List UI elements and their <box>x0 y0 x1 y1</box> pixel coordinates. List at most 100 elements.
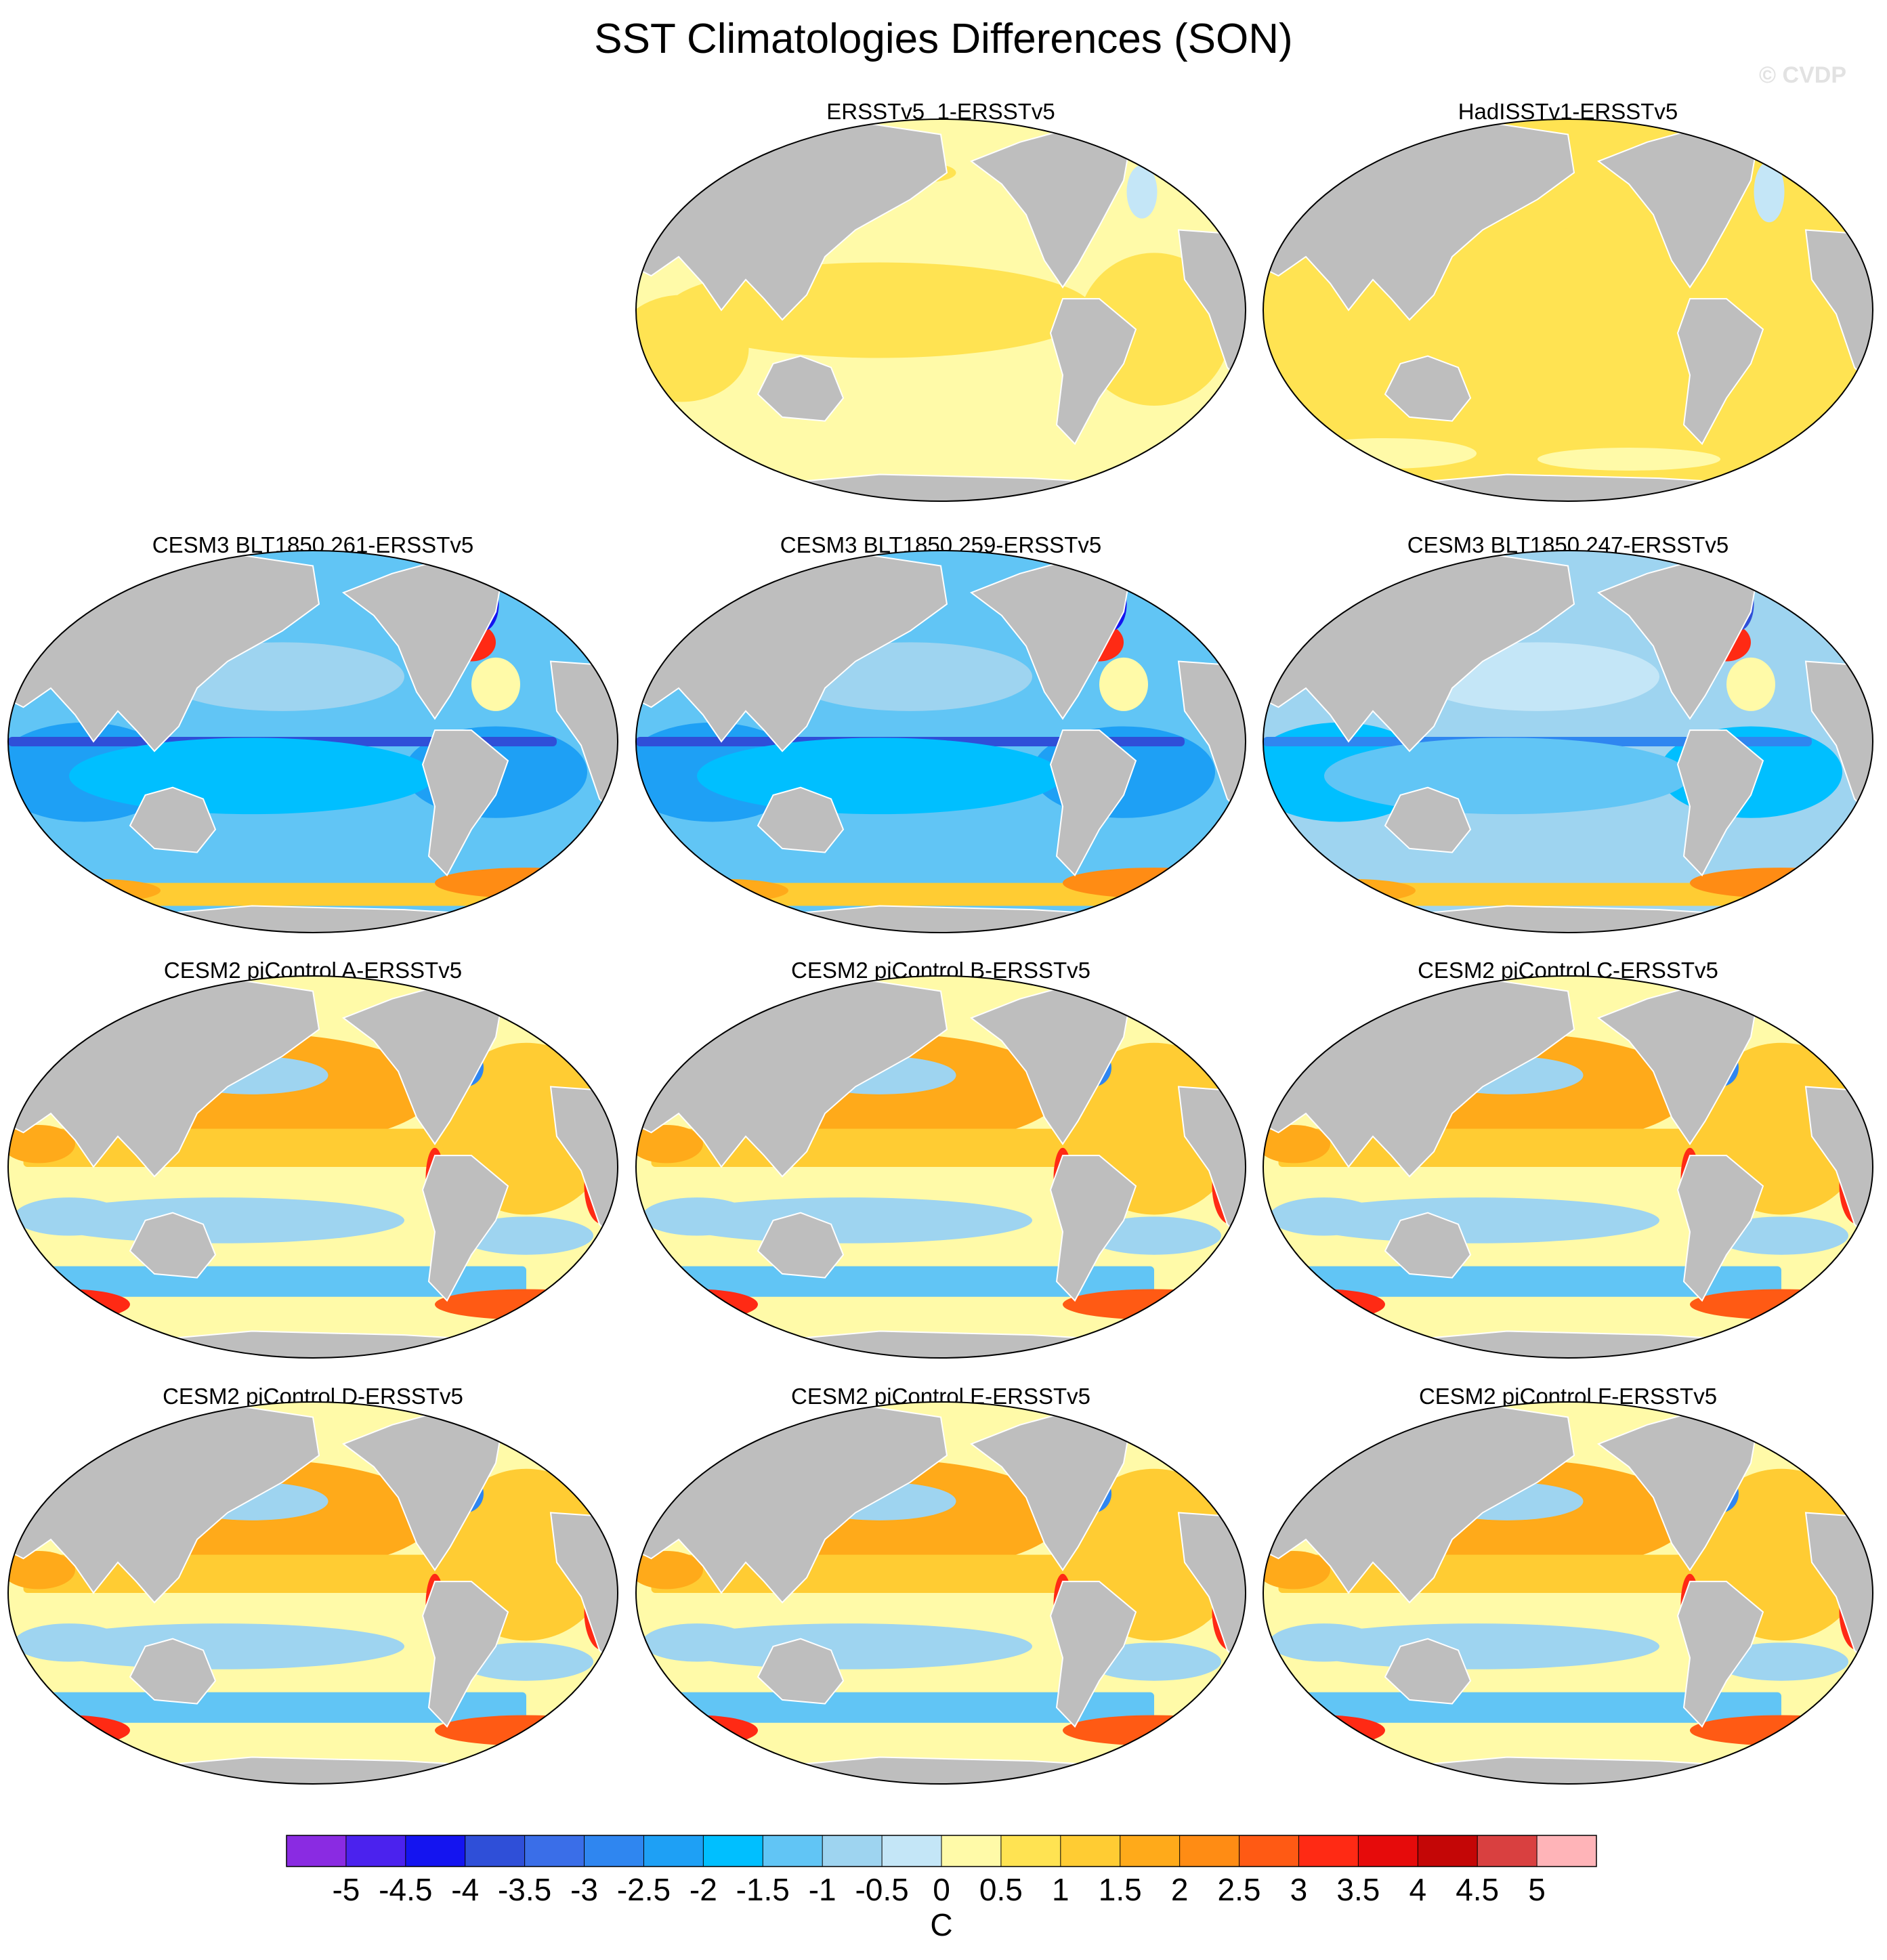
panel-map <box>1263 119 1873 502</box>
anomaly-region <box>1294 1197 1659 1243</box>
anomaly-region <box>721 981 782 1001</box>
land-greenland <box>1117 122 1168 158</box>
colorbar-swatch <box>1120 1835 1181 1867</box>
colorbar-tick-label: -1.5 <box>736 1872 790 1907</box>
anomaly-region <box>1263 1289 1385 1320</box>
land-antarctica <box>1334 905 1808 933</box>
anomaly-region <box>636 295 749 402</box>
land-samerica <box>1049 1581 1137 1728</box>
panel-map <box>635 1401 1246 1785</box>
panel-map <box>635 119 1246 502</box>
colorbar-tick-label: -2 <box>689 1872 717 1907</box>
anomaly-region <box>1269 1197 1379 1236</box>
anomaly-region <box>636 1715 758 1746</box>
anomaly-region <box>636 882 1124 906</box>
land-antarctica <box>1334 1756 1808 1784</box>
anomaly-region <box>1294 438 1477 469</box>
anomaly-region <box>1751 558 1873 582</box>
anomaly-region <box>721 1407 782 1427</box>
anomaly-region <box>39 879 161 902</box>
colorbar-swatch <box>1239 1835 1299 1867</box>
anomaly-region <box>8 1124 75 1164</box>
anomaly-region <box>666 879 788 902</box>
colorbar-tick-label: 2 <box>1170 1872 1189 1907</box>
anomaly-region <box>1087 1216 1221 1255</box>
anomaly-region <box>1063 868 1246 899</box>
colorbar-swatch <box>405 1835 466 1867</box>
land-samerica <box>421 729 509 877</box>
colorbar-tick-label: -0.5 <box>855 1872 909 1907</box>
anomaly-region <box>1063 1289 1246 1320</box>
colorbar-tick-label: 4.5 <box>1456 1872 1500 1907</box>
colorbar-swatch <box>584 1835 644 1867</box>
land-samerica <box>1049 298 1137 446</box>
colorbar-swatch <box>1477 1835 1538 1867</box>
colorbar-tick-label: -4 <box>451 1872 480 1907</box>
anomaly-region <box>435 868 618 899</box>
land-greenland <box>1744 979 1795 1015</box>
anomaly-region <box>1099 657 1148 711</box>
land-antarctica <box>706 473 1181 501</box>
anomaly-region <box>8 1715 130 1746</box>
map-border <box>7 975 618 1359</box>
colorbar-tick-label: 1.5 <box>1098 1872 1142 1907</box>
land-samerica <box>1676 729 1764 877</box>
anomaly-region <box>642 1197 752 1236</box>
land-greenland <box>1744 122 1795 158</box>
colorbar-tick-label: 1 <box>1052 1872 1069 1907</box>
colorbar-tick-label: 0 <box>933 1872 950 1907</box>
land-samerica <box>1049 729 1137 877</box>
anomaly-region <box>1714 1642 1848 1681</box>
panel-map <box>1263 975 1873 1359</box>
anomaly-region <box>666 1623 1032 1669</box>
land-greenland <box>489 553 540 590</box>
land-greenland <box>489 979 540 1015</box>
land-samerica <box>421 1155 509 1302</box>
anomaly-region <box>93 981 154 1001</box>
map-border <box>7 550 618 933</box>
colorbar-swatch <box>941 1835 1002 1867</box>
anomaly-region <box>1294 1623 1659 1669</box>
anomaly-region <box>1263 1550 1330 1590</box>
panel-map <box>635 550 1246 933</box>
anomaly-region <box>1087 1642 1221 1681</box>
anomaly-region <box>1124 558 1246 582</box>
map-border <box>635 1401 1246 1785</box>
anomaly-region <box>8 1289 130 1320</box>
anomaly-region <box>1294 879 1416 902</box>
map-border <box>1263 119 1873 502</box>
map-border <box>635 550 1246 933</box>
colorbar-swatch <box>1298 1835 1359 1867</box>
anomaly-region <box>39 1197 404 1243</box>
anomaly-region <box>39 1623 404 1669</box>
anomaly-region <box>1263 1124 1330 1164</box>
anomaly-region <box>1690 868 1873 899</box>
map-border <box>1263 975 1873 1359</box>
panel-map <box>1263 550 1873 933</box>
colorbar-tick-label: 2.5 <box>1217 1872 1261 1907</box>
land-greenland <box>1744 553 1795 590</box>
anomaly-region <box>721 556 782 576</box>
land-samerica <box>421 1581 509 1728</box>
anomaly-region <box>1263 1715 1385 1746</box>
colorbar-swatch <box>1418 1835 1478 1867</box>
colorbar-swatch <box>643 1835 704 1867</box>
panel-map <box>7 1401 618 1785</box>
land-australia <box>757 355 845 422</box>
colorbar-tick-label: -2.5 <box>616 1872 671 1907</box>
colorbar-swatch <box>465 1835 526 1867</box>
anomaly-region <box>1754 161 1785 223</box>
anomaly-region <box>1269 1623 1379 1662</box>
land-australia <box>757 1638 845 1705</box>
land-antarctica <box>706 905 1181 933</box>
land-greenland <box>1744 1405 1795 1441</box>
land-australia <box>757 1212 845 1279</box>
panel-map <box>7 550 618 933</box>
colorbar-swatch <box>1179 1835 1240 1867</box>
colorbar-swatch <box>524 1835 585 1867</box>
colorbar-swatch <box>1000 1835 1061 1867</box>
colorbar-tick-label: 5 <box>1528 1872 1546 1907</box>
land-australia <box>757 786 845 853</box>
anomaly-region <box>1714 1216 1848 1255</box>
anomaly-region <box>93 1407 154 1427</box>
